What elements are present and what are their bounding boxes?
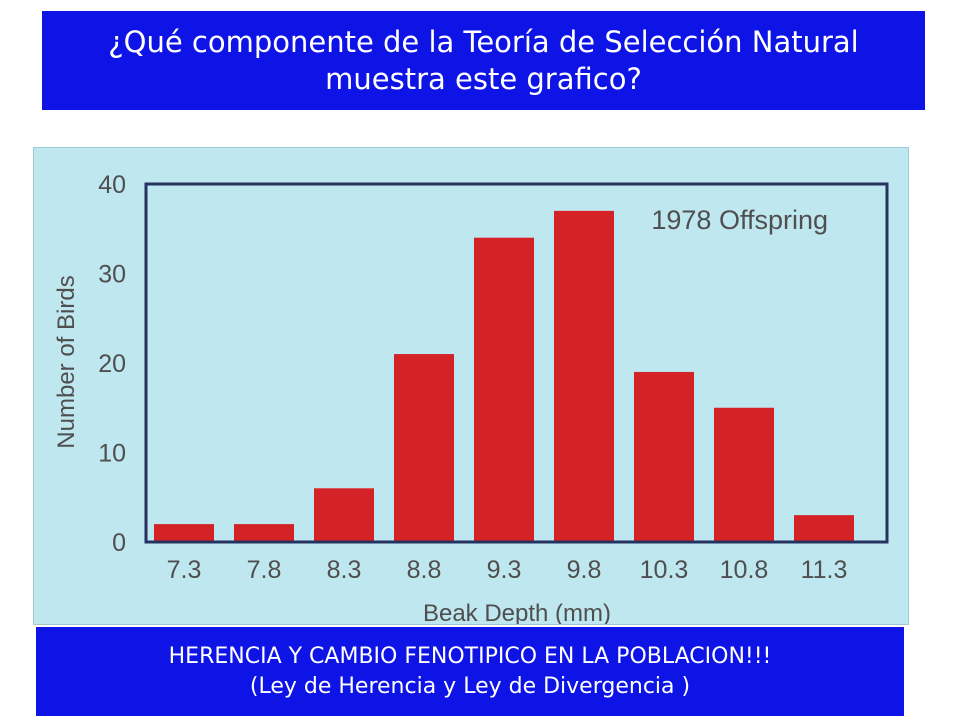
plot-frame <box>144 182 889 544</box>
y-tick-label: 40 <box>98 171 126 199</box>
bar-9-3 <box>474 237 534 542</box>
y-axis-label: Number of Birds <box>53 275 80 448</box>
answer-line-1: HERENCIA Y CAMBIO FENOTIPICO EN LA POBLA… <box>168 643 772 669</box>
x-tick-label: 10.8 <box>720 556 769 584</box>
answer-banner: HERENCIA Y CAMBIO FENOTIPICO EN LA POBLA… <box>36 627 904 716</box>
bar-10-3 <box>634 371 694 542</box>
x-tick-label: 7.8 <box>247 556 282 584</box>
bars-layer <box>154 210 854 542</box>
x-tick-label: 8.3 <box>327 556 362 584</box>
x-tick-label: 7.3 <box>167 556 202 584</box>
axis-layer: 7.3 7.8 8.3 8.8 9.3 9.8 10.3 10.8 11.3 0 10 20 30 40 <box>98 171 847 584</box>
chart-panel: 7.3 7.8 8.3 8.8 9.3 9.8 10.3 10.8 11.3 0 10 20 30 40 … <box>33 147 909 625</box>
x-tick-label: 11.3 <box>801 556 848 584</box>
bar-8-8 <box>394 354 454 542</box>
x-tick-label: 9.3 <box>487 556 522 584</box>
bar-chart: 7.3 7.8 8.3 8.8 9.3 9.8 10.3 10.8 11.3010203040 … <box>53 171 889 624</box>
bar-10-8 <box>714 407 774 542</box>
bar-7-8 <box>234 524 294 542</box>
x-axis-label: Beak Depth (mm) <box>423 600 611 624</box>
x-tick-label: 9.8 <box>567 556 602 584</box>
y-tick-label: 20 <box>98 350 126 378</box>
x-tick-label: 10.3 <box>640 556 689 584</box>
question-line-1: ¿Qué componente de la Teoría de Selecció… <box>108 24 859 59</box>
bar-7-3 <box>154 524 214 542</box>
y-tick-label: 30 <box>98 261 126 289</box>
answer-line-2: (Ley de Herencia y Ley de Divergencia ) <box>249 673 691 699</box>
legend-label: 1978 Offspring <box>651 205 828 235</box>
question-banner: ¿Qué componente de la Teoría de Selecció… <box>42 11 925 110</box>
y-tick-label: 10 <box>98 440 126 468</box>
x-tick-label: 8.8 <box>407 556 442 584</box>
question-line-2: muestra este grafico? <box>325 61 642 96</box>
bar-11-3 <box>794 515 854 542</box>
bar-8-3 <box>314 488 374 542</box>
bar-9-8 <box>554 210 614 542</box>
y-tick-label: 0 <box>112 529 126 557</box>
